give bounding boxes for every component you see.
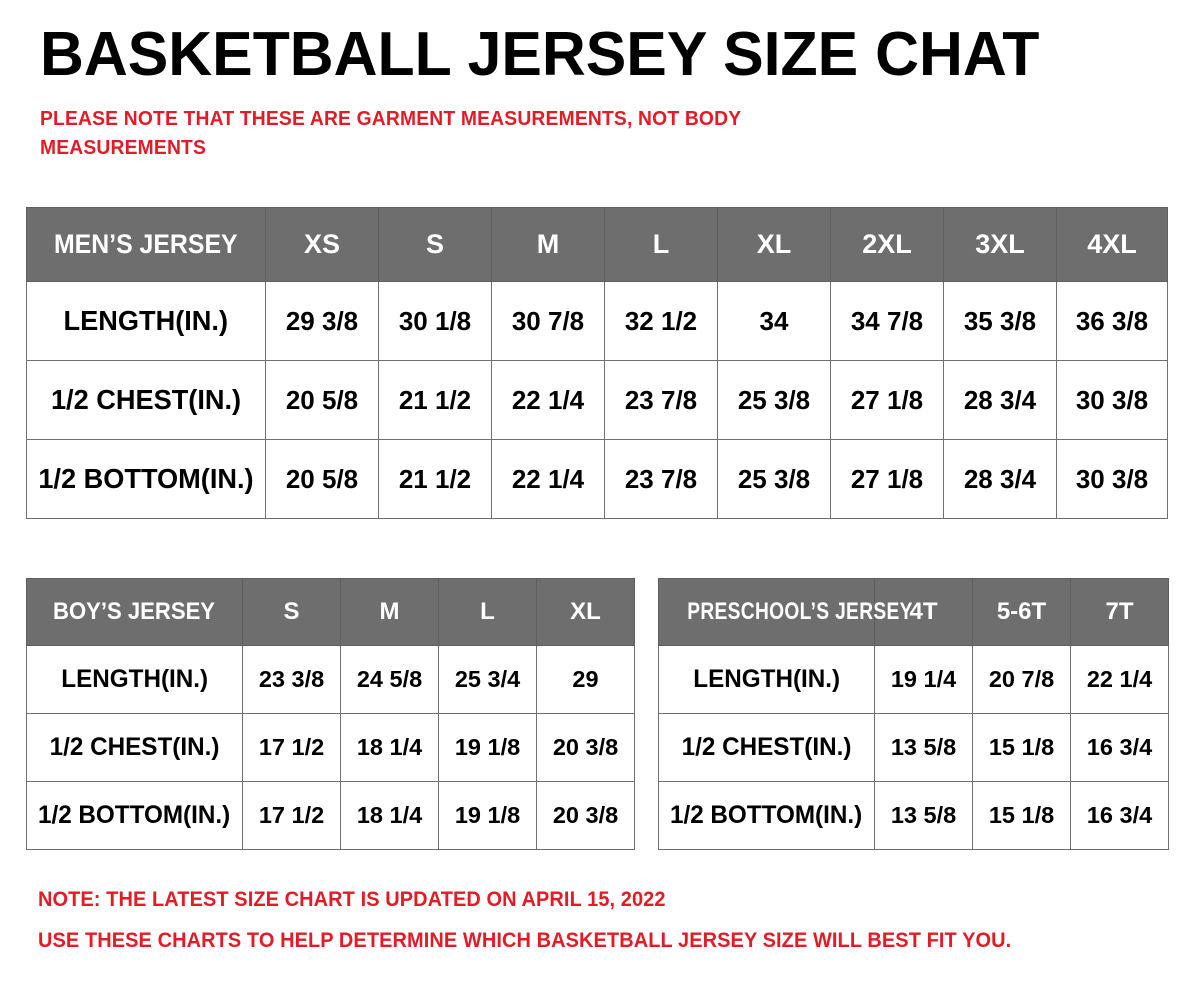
mens-table-corner-label-text: MEN’S JERSEY [54,229,238,259]
measurement-cell: 22 1/4 [1070,645,1169,714]
row-header-measurement: 1/2 BOTTOM(IN.) [26,439,266,519]
measurement-cell: 25 3/8 [717,439,831,519]
row-header-measurement: LENGTH(IN.) [26,281,266,361]
garment-measurement-note-line1: PLEASE NOTE THAT THESE ARE GARMENT MEASU… [40,107,742,130]
measurement-cell: 30 3/8 [1056,360,1168,440]
measurement-cell: 30 7/8 [491,281,605,361]
measurement-cell: 20 3/8 [536,781,635,850]
table-header-row: MEN’S JERSEY XS S M L XL 2XL 3XL 4XL [26,207,1168,282]
column-header-size: 4T [874,578,973,646]
table-header-row: PRESCHOOL’S JERSEY 4T 5-6T 7T [658,578,1169,646]
measurement-cell: 24 5/8 [340,645,439,714]
row-header-measurement: LENGTH(IN.) [26,645,243,714]
column-header-size: M [491,207,605,282]
measurement-cell: 29 3/8 [265,281,379,361]
measurement-cell: 30 1/8 [378,281,492,361]
measurement-cell: 15 1/8 [972,713,1071,782]
table-header-row: BOY’S JERSEY S M L XL [26,578,635,646]
measurement-cell: 25 3/4 [438,645,537,714]
measurement-cell: 30 3/8 [1056,439,1168,519]
measurement-cell: 21 1/2 [378,439,492,519]
preschool-table-corner-label-text: PRESCHOOL’S JERSEY [687,598,913,625]
table-row: LENGTH(IN.) 23 3/8 24 5/8 25 3/4 29 [26,645,635,714]
measurement-cell: 27 1/8 [830,439,944,519]
garment-measurement-note-line2: MEASUREMENTS [40,136,207,160]
boys-jersey-size-table: BOY’S JERSEY S M L XL LENGTH(IN.) 23 3/8… [26,578,635,850]
measurement-cell: 19 1/8 [438,781,537,850]
measurement-cell: 35 3/8 [943,281,1057,361]
column-header-size: S [378,207,492,282]
measurement-cell: 32 1/2 [604,281,718,361]
table-row: LENGTH(IN.) 19 1/4 20 7/8 22 1/4 [658,645,1169,714]
table-row: 1/2 CHEST(IN.) 17 1/2 18 1/4 19 1/8 20 3… [26,713,635,782]
column-header-size: L [604,207,718,282]
column-header-size: XL [717,207,831,282]
measurement-cell: 16 3/4 [1070,713,1169,782]
measurement-cell: 34 7/8 [830,281,944,361]
column-header-size: M [340,578,439,646]
measurement-cell: 27 1/8 [830,360,944,440]
column-header-size: XL [536,578,635,646]
measurement-cell: 19 1/4 [874,645,973,714]
footer-note-updated: NOTE: THE LATEST SIZE CHART IS UPDATED O… [38,888,666,911]
measurement-cell: 17 1/2 [242,713,341,782]
measurement-cell: 36 3/8 [1056,281,1168,361]
table-row: 1/2 BOTTOM(IN.) 20 5/8 21 1/2 22 1/4 23 … [26,439,1168,519]
boys-table-corner-label-text: BOY’S JERSEY [53,598,216,625]
measurement-cell: 20 7/8 [972,645,1071,714]
mens-jersey-size-table: MEN’S JERSEY XS S M L XL 2XL 3XL 4XL LEN… [26,207,1168,519]
measurement-cell: 20 5/8 [265,439,379,519]
row-header-measurement: 1/2 BOTTOM(IN.) [658,781,875,850]
preschool-jersey-size-table: PRESCHOOL’S JERSEY 4T 5-6T 7T LENGTH(IN.… [658,578,1169,850]
mens-table-corner-label: MEN’S JERSEY [26,207,266,282]
row-header-measurement: LENGTH(IN.) [658,645,875,714]
footer-note-usage: USE THESE CHARTS TO HELP DETERMINE WHICH… [38,928,1012,952]
table-row: LENGTH(IN.) 29 3/8 30 1/8 30 7/8 32 1/2 … [26,281,1168,361]
measurement-cell: 22 1/4 [491,439,605,519]
measurement-cell: 21 1/2 [378,360,492,440]
measurement-cell: 29 [536,645,635,714]
measurement-cell: 13 5/8 [874,713,973,782]
row-header-measurement: 1/2 CHEST(IN.) [658,713,875,782]
measurement-cell: 22 1/4 [491,360,605,440]
column-header-size: XS [265,207,379,282]
measurement-cell: 16 3/4 [1070,781,1169,850]
measurement-cell: 19 1/8 [438,713,537,782]
table-row: 1/2 CHEST(IN.) 20 5/8 21 1/2 22 1/4 23 7… [26,360,1168,440]
column-header-size: 3XL [943,207,1057,282]
row-header-measurement: 1/2 CHEST(IN.) [26,360,266,440]
measurement-cell: 25 3/8 [717,360,831,440]
measurement-cell: 23 7/8 [604,360,718,440]
measurement-cell: 34 [717,281,831,361]
garment-measurement-note: PLEASE NOTE THAT THESE ARE GARMENT MEASU… [40,104,886,162]
column-header-size: 2XL [830,207,944,282]
column-header-size: L [438,578,537,646]
column-header-size: 7T [1070,578,1169,646]
measurement-cell: 17 1/2 [242,781,341,850]
measurement-cell: 28 3/4 [943,439,1057,519]
measurement-cell: 20 3/8 [536,713,635,782]
table-row: 1/2 CHEST(IN.) 13 5/8 15 1/8 16 3/4 [658,713,1169,782]
column-header-size: 4XL [1056,207,1168,282]
measurement-cell: 23 7/8 [604,439,718,519]
measurement-cell: 18 1/4 [340,781,439,850]
measurement-cell: 20 5/8 [265,360,379,440]
row-header-measurement: 1/2 CHEST(IN.) [26,713,243,782]
column-header-size: 5-6T [972,578,1071,646]
measurement-cell: 28 3/4 [943,360,1057,440]
measurement-cell: 13 5/8 [874,781,973,850]
row-header-measurement: 1/2 BOTTOM(IN.) [26,781,243,850]
footer-notes: NOTE: THE LATEST SIZE CHART IS UPDATED O… [38,880,1102,962]
boys-table-corner-label: BOY’S JERSEY [26,578,243,646]
page-title: BASKETBALL JERSEY SIZE CHAT [40,20,1040,89]
column-header-size: S [242,578,341,646]
measurement-cell: 23 3/8 [242,645,341,714]
table-row: 1/2 BOTTOM(IN.) 13 5/8 15 1/8 16 3/4 [658,781,1169,850]
measurement-cell: 15 1/8 [972,781,1071,850]
table-row: 1/2 BOTTOM(IN.) 17 1/2 18 1/4 19 1/8 20 … [26,781,635,850]
measurement-cell: 18 1/4 [340,713,439,782]
preschool-table-corner-label: PRESCHOOL’S JERSEY [658,578,912,646]
